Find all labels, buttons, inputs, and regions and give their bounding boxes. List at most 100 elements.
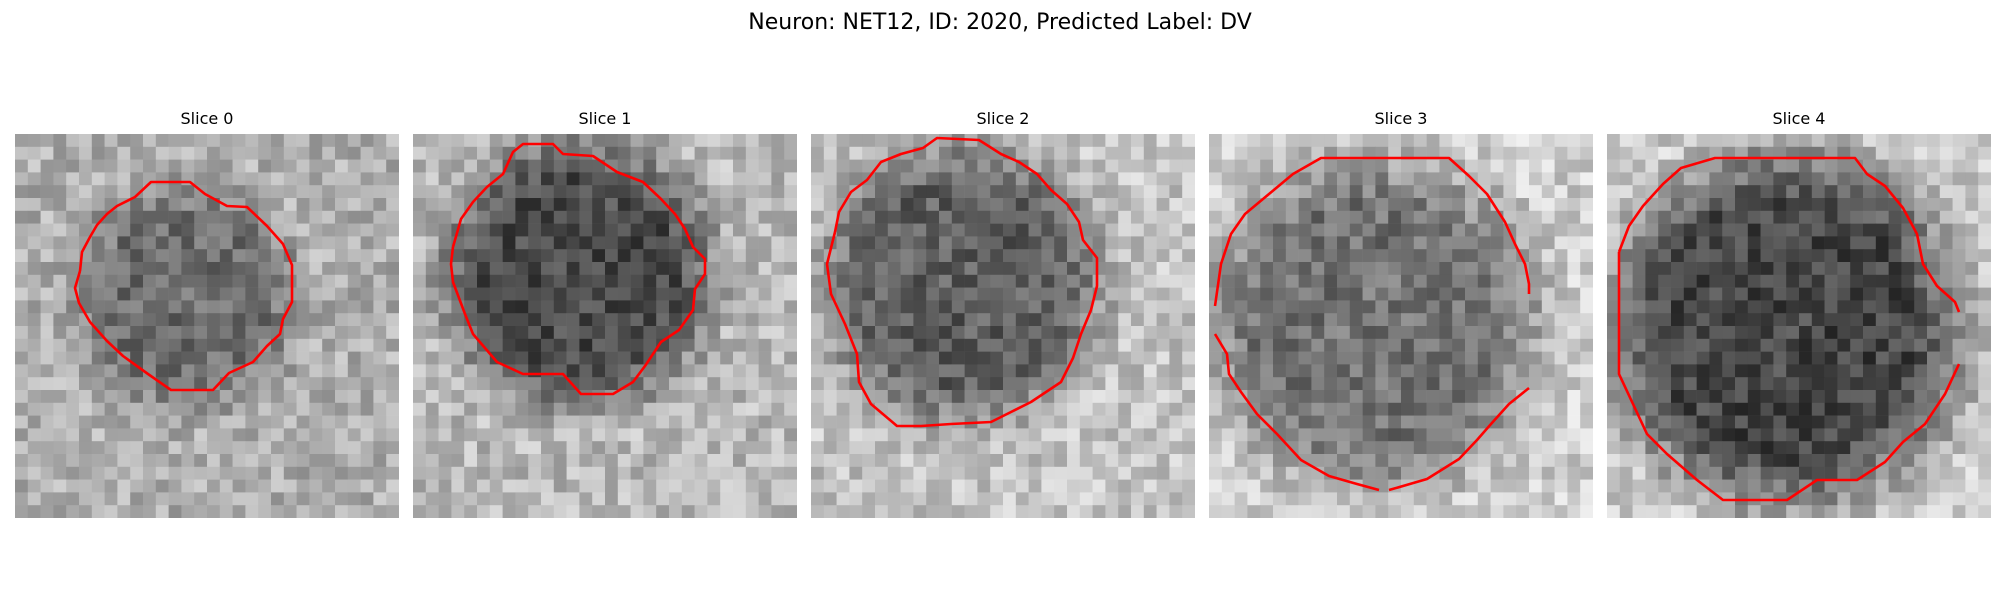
pixel-cell [438, 377, 452, 391]
pixel-cell [926, 402, 940, 416]
pixel-cell [1221, 198, 1235, 212]
pixel-cell [875, 415, 889, 429]
pixel-cell [669, 479, 683, 493]
pixel-cell [1773, 338, 1787, 352]
pixel-cell [1003, 364, 1017, 378]
pixel-cell [1311, 390, 1325, 404]
pixel-cell [951, 134, 965, 148]
pixel-cell [528, 185, 542, 199]
pixel-cell [1388, 313, 1402, 327]
pixel-cell [1927, 210, 1941, 224]
pixel-cell [117, 479, 131, 493]
pixel-cell [1671, 351, 1685, 365]
pixel-cell [271, 441, 285, 455]
pixel-cell [477, 287, 491, 301]
pixel-cell [53, 402, 67, 416]
pixel-cell [1401, 236, 1415, 250]
pixel-cell [605, 415, 619, 429]
pixel-cell [1041, 454, 1055, 468]
pixel-cell [1349, 313, 1363, 327]
pixel-cell [1671, 466, 1685, 480]
pixel-cell [91, 390, 105, 404]
pixel-cell [1683, 300, 1697, 314]
pixel-cell [887, 249, 901, 263]
pixel-cell [1349, 185, 1363, 199]
pixel-cell [836, 338, 850, 352]
pixel-cell [669, 274, 683, 288]
pixel-cell [939, 172, 953, 186]
pixel-cell [1863, 364, 1877, 378]
pixel-cell [913, 441, 927, 455]
pixel-cell [386, 466, 399, 480]
pixel-cell [1799, 441, 1813, 455]
pixel-cell [1209, 402, 1223, 416]
pixel-cell [656, 262, 670, 276]
pixel-cell [1747, 454, 1761, 468]
pixel-cell [694, 466, 708, 480]
pixel-cell [617, 185, 631, 199]
pixel-cell [669, 313, 683, 327]
pixel-cell [1747, 415, 1761, 429]
pixel-cell [823, 479, 837, 493]
pixel-cell [1413, 300, 1427, 314]
pixel-cell [592, 249, 606, 263]
pixel-cell [1529, 377, 1543, 391]
pixel-cell [1028, 313, 1042, 327]
pixel-cell [1671, 185, 1685, 199]
pixel-cell [232, 134, 246, 148]
pixel-cell [168, 377, 182, 391]
pixel-cell [438, 326, 452, 340]
pixel-cell [91, 313, 105, 327]
pixel-cell [681, 441, 695, 455]
pixel-cell [1105, 454, 1119, 468]
slice-title: Slice 1 [578, 109, 632, 128]
pixel-cell [1143, 300, 1157, 314]
pixel-cell [1567, 249, 1581, 263]
pixel-cell [373, 377, 387, 391]
pixel-cell [1349, 146, 1363, 160]
pixel-cell [464, 441, 478, 455]
pixel-cell [373, 134, 387, 148]
pixel-cell [322, 210, 336, 224]
pixel-cell [1182, 236, 1195, 250]
pixel-cell [502, 185, 516, 199]
pixel-cell [643, 364, 657, 378]
pixel-cell [15, 454, 29, 468]
pixel-cell [951, 338, 965, 352]
pixel-cell [438, 172, 452, 186]
pixel-cell [771, 198, 785, 212]
pixel-cell [1182, 172, 1195, 186]
pixel-cell [335, 466, 349, 480]
pixel-cell [1722, 210, 1736, 224]
pixel-cell [1465, 300, 1479, 314]
pixel-cell [913, 390, 927, 404]
pixel-cell [1850, 428, 1864, 442]
pixel-cell [1850, 364, 1864, 378]
pixel-cell [1324, 492, 1338, 506]
pixel-cell [1927, 146, 1941, 160]
pixel-cell [926, 210, 940, 224]
pixel-cell [1965, 402, 1979, 416]
pixel-cell [1554, 338, 1568, 352]
pixel-cell [1260, 441, 1274, 455]
pixel-cell [951, 326, 965, 340]
pixel-cell [707, 172, 721, 186]
pixel-cell [1413, 415, 1427, 429]
pixel-cell [926, 185, 940, 199]
pixel-cell [91, 134, 105, 148]
pixel-cell [1285, 313, 1299, 327]
pixel-cell [784, 146, 797, 160]
pixel-cell [926, 198, 940, 212]
pixel-cell [79, 428, 93, 442]
pixel-cell [1811, 338, 1825, 352]
pixel-cell [630, 326, 644, 340]
pixel-cell [1003, 274, 1017, 288]
pixel-cell [283, 274, 297, 288]
pixel-cell [951, 415, 965, 429]
pixel-cell [784, 185, 797, 199]
pixel-cell [1234, 172, 1248, 186]
pixel-cell [1273, 210, 1287, 224]
pixel-cell [1209, 390, 1223, 404]
pixel-cell [605, 479, 619, 493]
pixel-cell [1273, 326, 1287, 340]
